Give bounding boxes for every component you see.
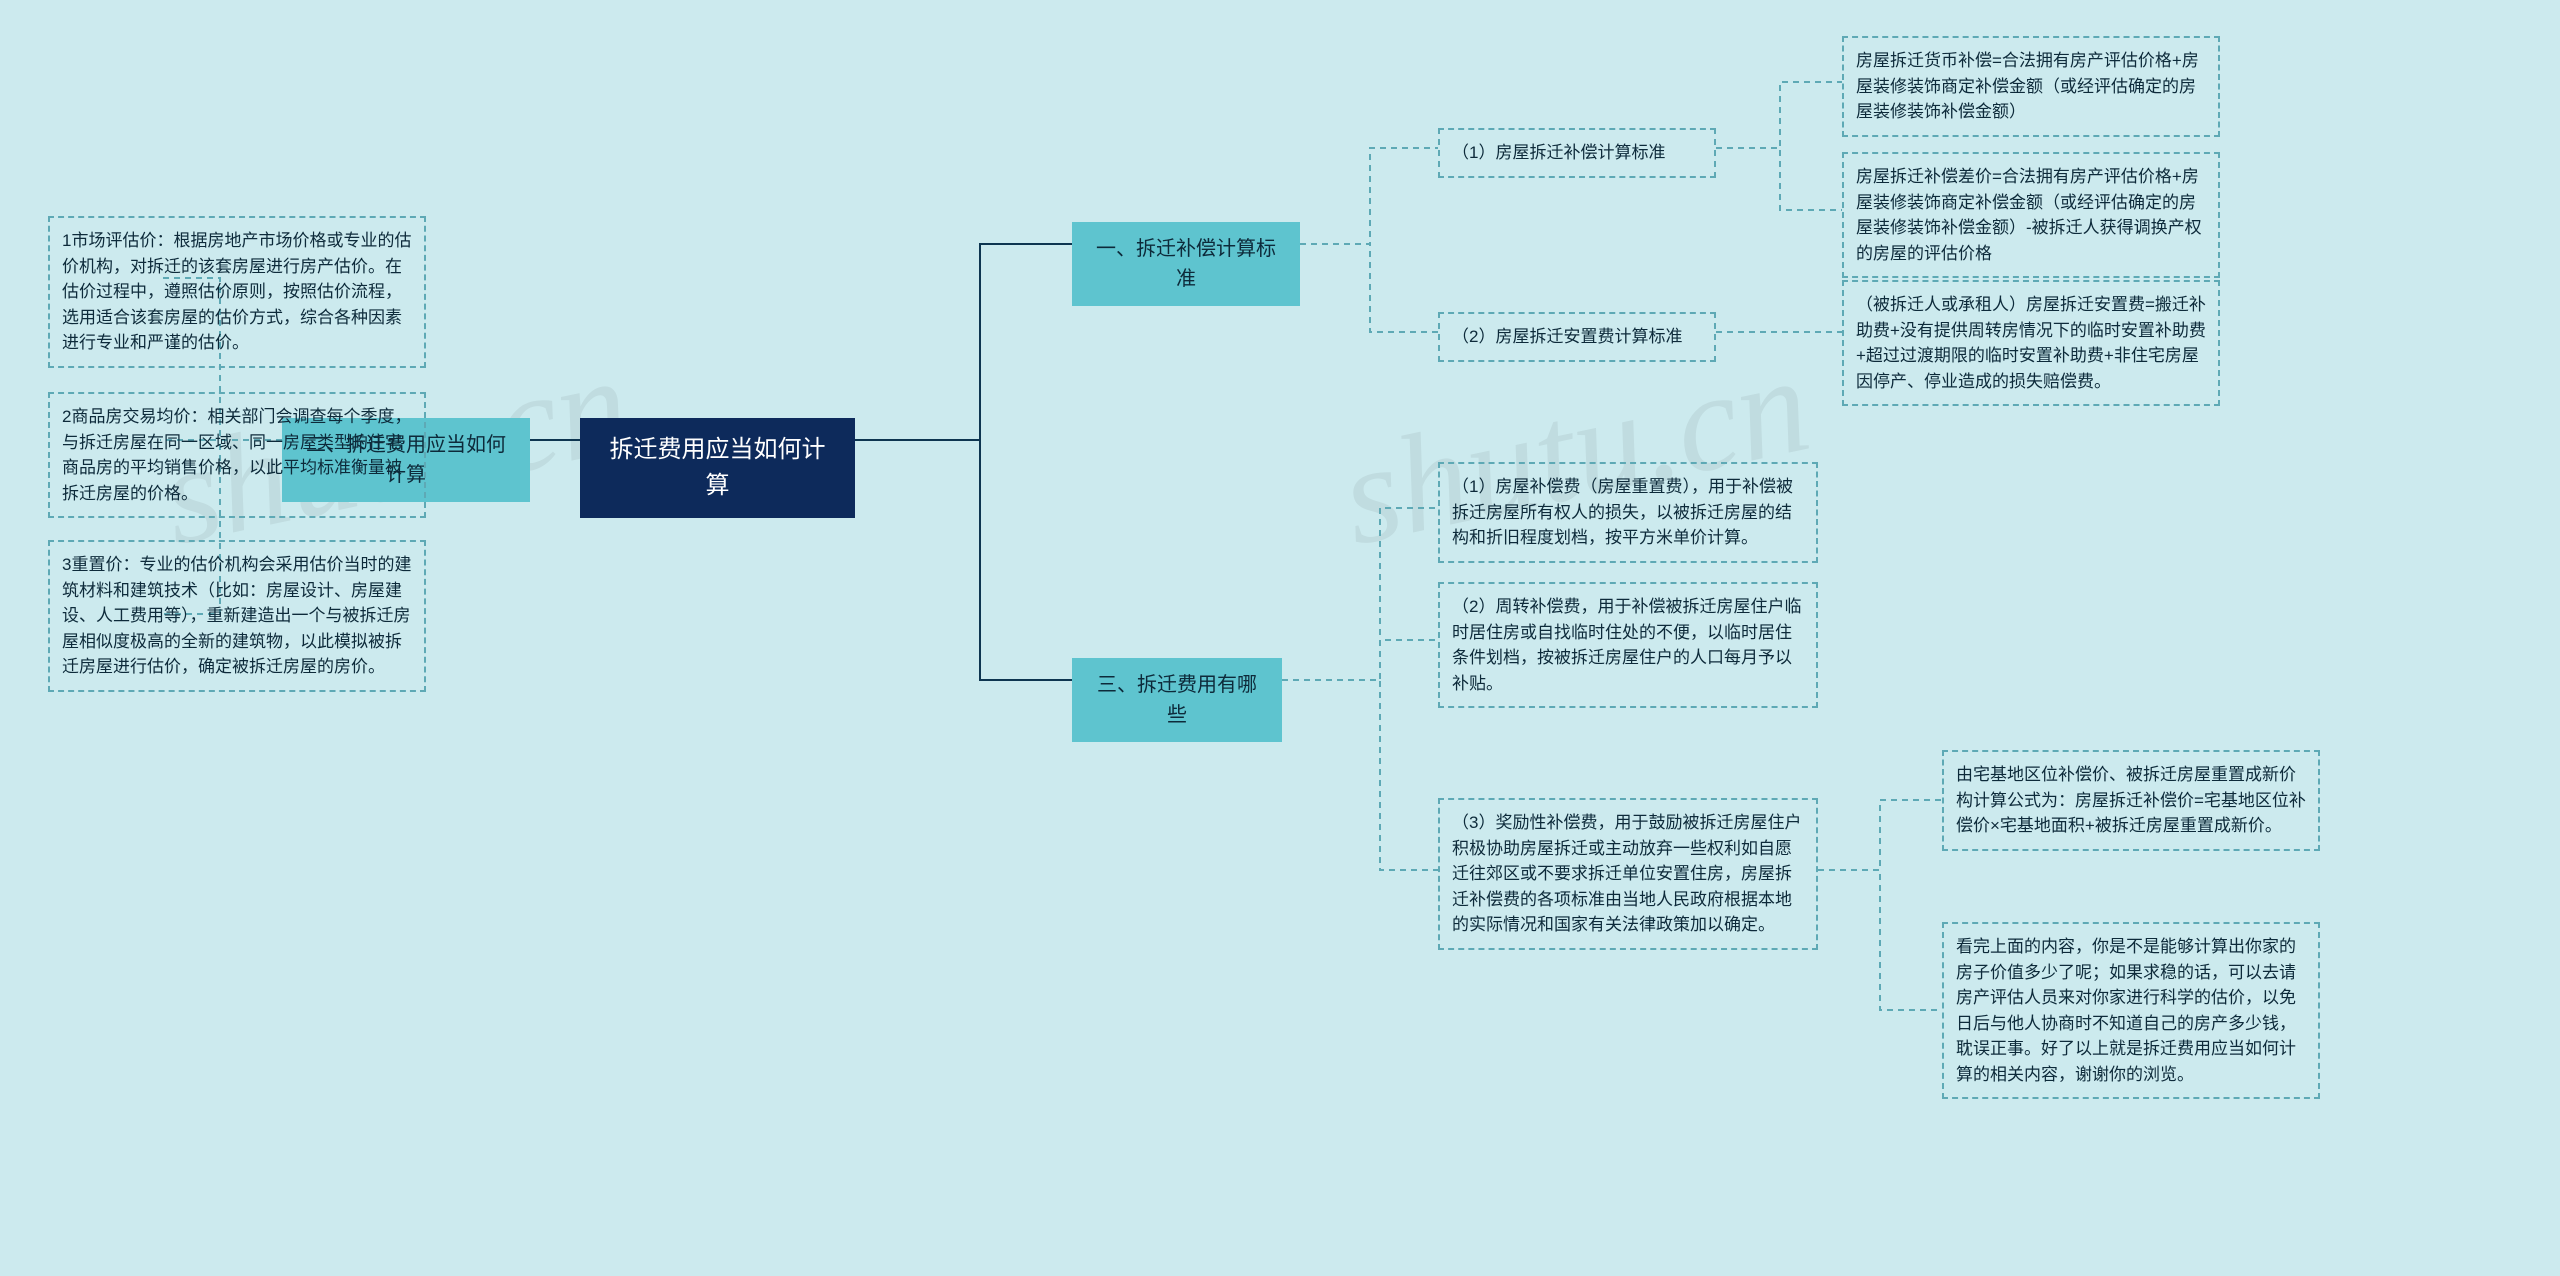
root-node[interactable]: 拆迁费用应当如何计算 <box>580 418 855 518</box>
leaf-b2-3[interactable]: 3重置价：专业的估价机构会采用估价当时的建筑材料和建筑技术（比如：房屋设计、房屋… <box>48 540 426 692</box>
leaf-b3-3-1[interactable]: 由宅基地区位补偿价、被拆迁房屋重置成新价构计算公式为：房屋拆迁补偿价=宅基地区位… <box>1942 750 2320 851</box>
leaf-b1-1[interactable]: （1）房屋拆迁补偿计算标准 <box>1438 128 1716 178</box>
branch-3[interactable]: 三、拆迁费用有哪些 <box>1072 658 1282 742</box>
leaf-b2-2[interactable]: 2商品房交易均价：相关部门会调查每个季度，与拆迁房屋在同一区域、同一房屋类型的住… <box>48 392 426 518</box>
leaf-b3-1[interactable]: （1）房屋补偿费（房屋重置费），用于补偿被拆迁房屋所有权人的损失，以被拆迁房屋的… <box>1438 462 1818 563</box>
leaf-b1-1-2[interactable]: 房屋拆迁补偿差价=合法拥有房产评估价格+房屋装修装饰商定补偿金额（或经评估确定的… <box>1842 152 2220 278</box>
leaf-b3-2[interactable]: （2）周转补偿费，用于补偿被拆迁房屋住户临时居住房或自找临时住处的不便，以临时居… <box>1438 582 1818 708</box>
branch-1[interactable]: 一、拆迁补偿计算标准 <box>1072 222 1300 306</box>
leaf-b1-1-1[interactable]: 房屋拆迁货币补偿=合法拥有房产评估价格+房屋装修装饰商定补偿金额（或经评估确定的… <box>1842 36 2220 137</box>
leaf-b3-3-2[interactable]: 看完上面的内容，你是不是能够计算出你家的房子价值多少了呢；如果求稳的话，可以去请… <box>1942 922 2320 1099</box>
leaf-b1-2[interactable]: （2）房屋拆迁安置费计算标准 <box>1438 312 1716 362</box>
leaf-b2-1[interactable]: 1市场评估价：根据房地产市场价格或专业的估价机构，对拆迁的该套房屋进行房产估价。… <box>48 216 426 368</box>
leaf-b3-3[interactable]: （3）奖励性补偿费，用于鼓励被拆迁房屋住户积极协助房屋拆迁或主动放弃一些权利如自… <box>1438 798 1818 950</box>
leaf-b1-2-1[interactable]: （被拆迁人或承租人）房屋拆迁安置费=搬迁补助费+没有提供周转房情况下的临时安置补… <box>1842 280 2220 406</box>
